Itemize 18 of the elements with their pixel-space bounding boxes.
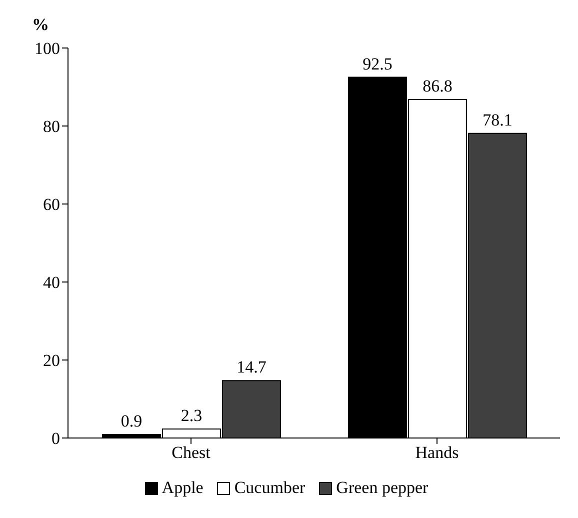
y-axis-title: % bbox=[32, 15, 49, 34]
y-tick-label: 80 bbox=[43, 117, 60, 136]
data-label: 78.1 bbox=[482, 110, 512, 130]
y-tick-label: 40 bbox=[43, 273, 60, 292]
legend-label: Cucumber bbox=[233, 478, 306, 498]
x-tick-label: Chest bbox=[172, 443, 211, 462]
y-tick-label: 0 bbox=[52, 429, 60, 448]
data-label: 0.9 bbox=[120, 411, 142, 430]
data-label: 14.7 bbox=[236, 358, 267, 377]
y-tick-label: 20 bbox=[43, 351, 60, 370]
x-tick-label: Hands bbox=[415, 443, 459, 462]
data-label: 92.5 bbox=[362, 54, 392, 74]
legend-label: Apple bbox=[160, 478, 204, 498]
data-label: 86.8 bbox=[422, 76, 452, 96]
data-label: 2.3 bbox=[180, 406, 202, 426]
legend-label: Green pepper bbox=[335, 478, 428, 498]
y-tick-label: 60 bbox=[43, 195, 60, 214]
y-tick-label: 100 bbox=[34, 39, 60, 58]
